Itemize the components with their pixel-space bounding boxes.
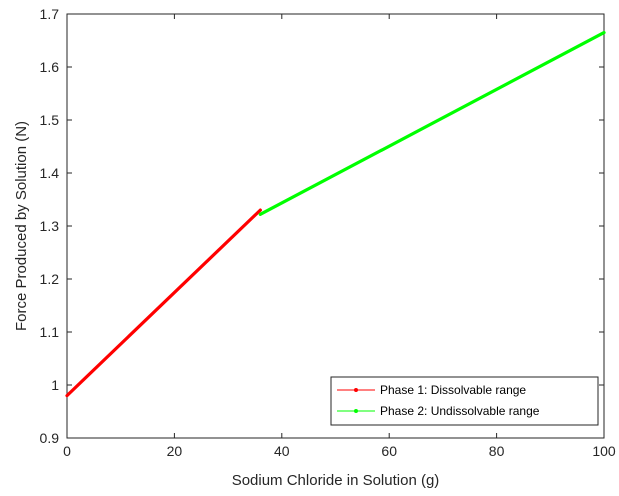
ticks-layer: 0 20 40 60 80 100 0.9 1 1.1 1.2 1.3 1.4 1.5 1.6 1.7 — [40, 6, 616, 459]
series-line-phase-2 — [258, 30, 606, 216]
y-tick-label: 1.4 — [40, 165, 60, 181]
y-tick-label: 1.6 — [40, 59, 60, 75]
legend-label-phase-1: Phase 1: Dissolvable range — [380, 383, 526, 397]
x-tick-label: 0 — [63, 443, 71, 459]
x-tick-label: 40 — [274, 443, 290, 459]
x-tick-label: 20 — [167, 443, 183, 459]
series-layer — [65, 30, 606, 398]
x-tick-label: 80 — [489, 443, 505, 459]
y-axis-label: Force Produced by Solution (N) — [13, 121, 30, 331]
x-tick-label: 60 — [381, 443, 397, 459]
y-tick-label: 1.5 — [40, 112, 60, 128]
x-axis-label: Sodium Chloride in Solution (g) — [232, 472, 440, 489]
series-line-phase-1 — [65, 208, 262, 398]
legend-box — [330, 376, 599, 426]
y-tick-label: 1.2 — [40, 271, 60, 287]
y-tick-label: 0.9 — [40, 430, 60, 446]
y-tick-label: 1.1 — [40, 324, 60, 340]
y-tick-label: 1.3 — [40, 218, 60, 234]
legend: Phase 1: Dissolvable range Phase 2: Undis… — [330, 376, 599, 426]
y-tick-label: 1.7 — [40, 6, 60, 22]
x-tick-label: 100 — [592, 443, 616, 459]
legend-label-phase-2: Phase 2: Undissolvable range — [380, 404, 540, 418]
y-tick-label: 1 — [51, 377, 59, 393]
legend-marker-phase-1 — [354, 388, 358, 392]
legend-marker-phase-2 — [354, 409, 358, 413]
